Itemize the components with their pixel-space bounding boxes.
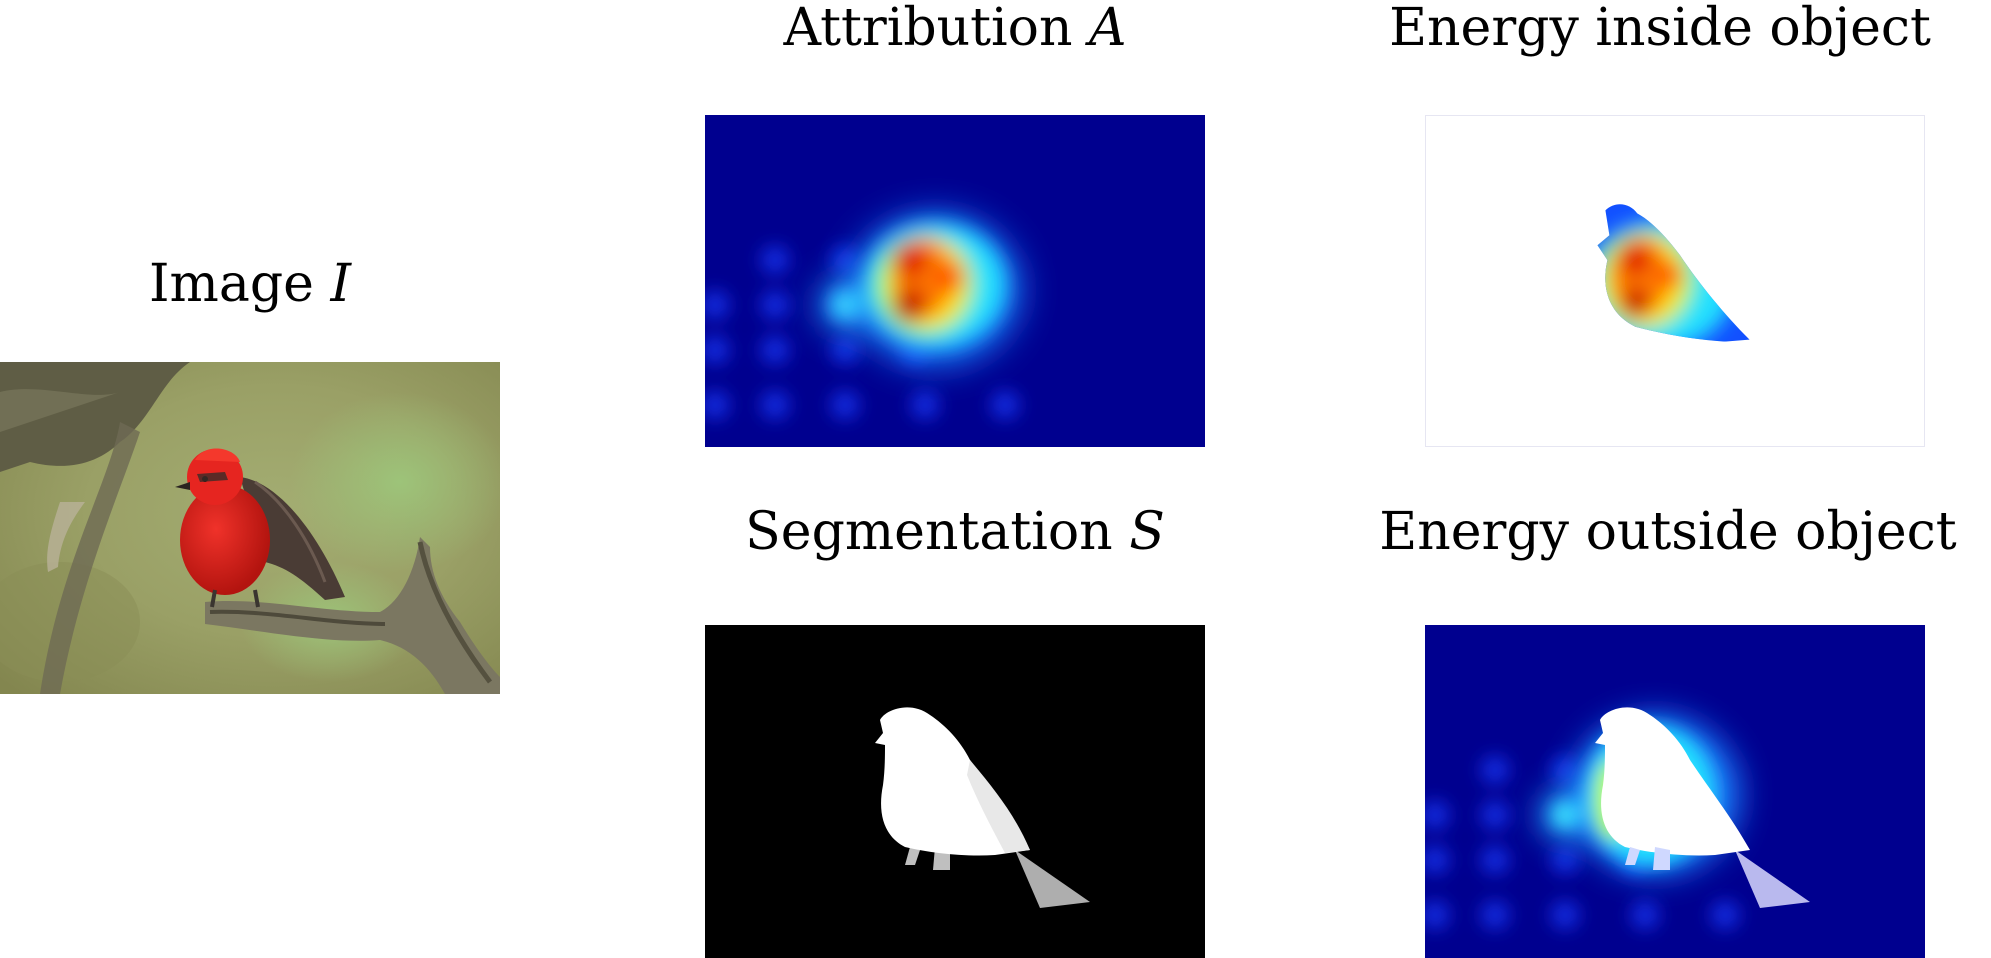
image-panel	[0, 362, 500, 694]
attribution-title-text: Attribution	[783, 0, 1073, 58]
energy-outside-heatmap	[1425, 625, 1925, 958]
segmentation-mask	[705, 625, 1205, 958]
image-symbol: I	[330, 254, 351, 314]
segmentation-title: Segmentation S	[745, 506, 1165, 558]
energy-outside-title-text: Energy outside object	[1379, 502, 1957, 562]
energy-outside-title: Energy outside object	[1379, 506, 1956, 558]
energy-inside-heatmap	[1597, 204, 1750, 342]
energy-outside-panel	[1425, 625, 1925, 958]
segmentation-title-text: Segmentation	[745, 502, 1113, 562]
attribution-panel	[705, 115, 1205, 447]
image-title: Image I	[149, 258, 351, 310]
bird-photo	[0, 362, 500, 694]
energy-inside-panel	[1425, 115, 1925, 447]
energy-inside-title: Energy inside object	[1389, 2, 1931, 54]
segmentation-symbol: S	[1129, 502, 1165, 562]
energy-inside-title-text: Energy inside object	[1389, 0, 1931, 58]
segmentation-panel	[705, 625, 1205, 958]
attribution-symbol: A	[1089, 0, 1127, 58]
attribution-title: Attribution A	[783, 2, 1126, 54]
image-title-text: Image	[149, 254, 314, 314]
attribution-heatmap	[705, 115, 1205, 447]
